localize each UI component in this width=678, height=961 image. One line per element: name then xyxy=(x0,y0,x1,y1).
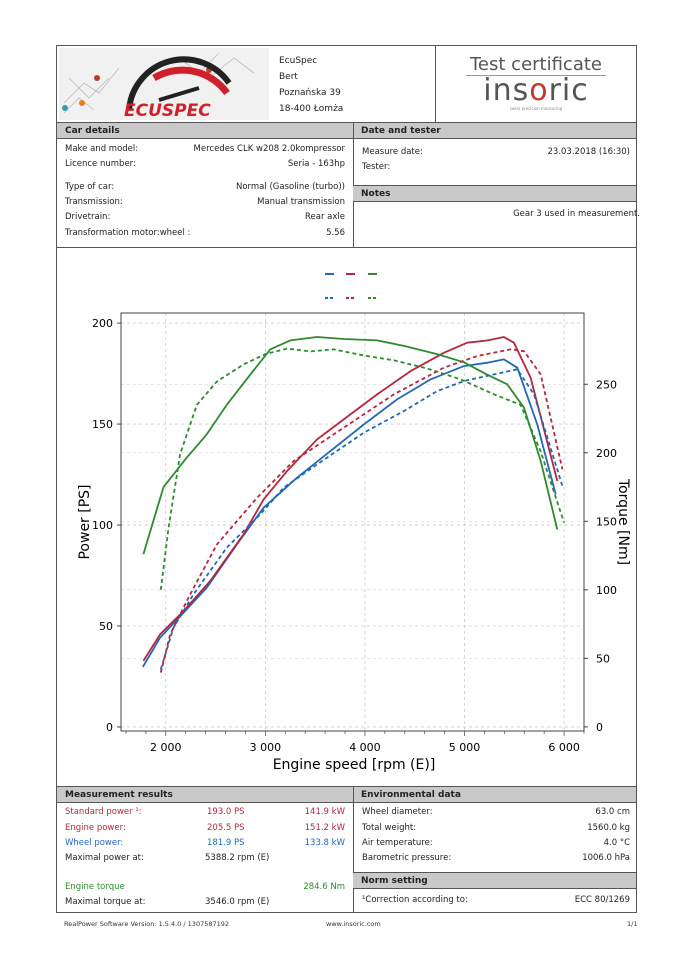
street: Poznańska 39 xyxy=(279,88,341,98)
insoric-logo: insoric xyxy=(483,73,589,108)
plot-area xyxy=(120,312,585,732)
power-blue-solid-line xyxy=(142,358,557,668)
company-name: EcuSpec xyxy=(279,56,318,66)
certificate-frame: ECUSPEC EcuSpec Bert Poznańska 39 18-400… xyxy=(56,45,640,913)
power-red-dashed-line xyxy=(159,348,564,673)
y-tick-label: 50 xyxy=(99,620,113,633)
x-axis-label: Engine speed [rpm (E)] xyxy=(273,757,436,773)
norm-setting-header: Norm setting xyxy=(353,872,636,889)
x-tick-label: 2 000 xyxy=(150,741,182,754)
x-tick-label: 5 000 xyxy=(449,741,481,754)
y-tick-label: 0 xyxy=(106,721,113,734)
power-blue-dashed-line xyxy=(159,368,564,670)
y2-tick-label: 50 xyxy=(596,652,610,665)
torque-green-solid-line xyxy=(142,336,559,555)
certificate-title: Test certificate xyxy=(466,54,606,76)
logo-text: ECUSPEC xyxy=(124,101,211,120)
logo-graphic: ECUSPEC xyxy=(62,52,255,121)
y-tick-label: 150 xyxy=(92,418,113,431)
power-red-solid-line xyxy=(142,336,559,662)
y2-tick-label: 250 xyxy=(596,378,617,391)
divider xyxy=(57,247,636,248)
person-name: Bert xyxy=(279,72,298,82)
website-link[interactable]: www.insoric.com xyxy=(326,920,381,928)
divider xyxy=(353,786,354,913)
page-number: 1/1 xyxy=(627,920,638,928)
ecuspec-logo: ECUSPEC xyxy=(59,48,269,121)
y-tick-label: 200 xyxy=(92,317,113,330)
x-tick-label: 4 000 xyxy=(349,741,381,754)
city: 18-400 Łomża xyxy=(279,104,344,114)
environmental-data-header: Environmental data xyxy=(353,786,636,803)
header: ECUSPEC EcuSpec Bert Poznańska 39 18-400… xyxy=(57,46,636,123)
y2-tick-label: 100 xyxy=(596,584,617,597)
y2-tick-label: 150 xyxy=(596,515,617,528)
x-tick-label: 6 000 xyxy=(548,741,580,754)
notes-header: Notes xyxy=(353,185,636,202)
logo-dot xyxy=(94,75,100,81)
company-address: EcuSpec Bert Poznańska 39 18-400 Łomża xyxy=(279,53,343,117)
measurement-results-header: Measurement results xyxy=(57,786,354,803)
car-details-header: Car details xyxy=(57,122,354,139)
y2-axis-label: Torque [Nm] xyxy=(615,478,631,565)
brand-tagline: swiss precision measuring xyxy=(509,106,563,111)
y-tick-label: 100 xyxy=(92,519,113,532)
x-tick-label: 3 000 xyxy=(250,741,282,754)
certificate-brand: Test certificate insoric swiss precision… xyxy=(435,46,636,123)
y-axis-label: Power [PS] xyxy=(77,484,93,559)
torque-green-dashed-line xyxy=(159,347,565,590)
y2-tick-label: 200 xyxy=(596,447,617,460)
date-tester-header: Date and tester xyxy=(353,122,636,139)
software-version: RealPower Software Version: 1.5.4.0 / 13… xyxy=(64,920,230,928)
y2-tick-label: 0 xyxy=(596,721,603,734)
